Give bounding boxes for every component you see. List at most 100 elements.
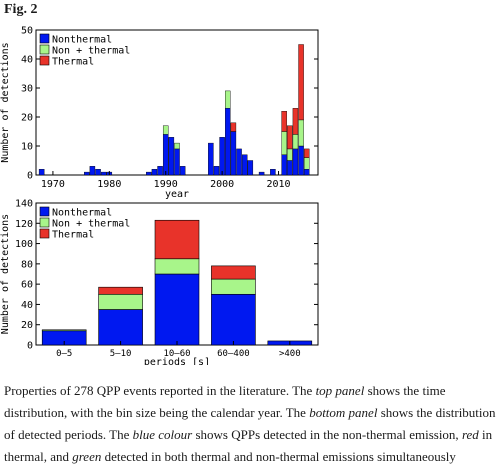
bottom-y-tick-label: 40 [21, 300, 33, 311]
top-x-tick-label: 1980 [97, 179, 121, 190]
top-bar-non-thermal-2013 [292, 134, 299, 150]
top-chart-year-distribution: 0 10 20 30 40 50 Number of detections 1970 1980 1… [0, 26, 319, 200]
bottom-x-tick-label: 10–60 [163, 349, 190, 359]
bottom-y-tick-label: 0 [27, 341, 33, 352]
top-bar-nonthermal-2003 [236, 148, 242, 176]
top-bar-non-thermal-2014 [298, 119, 304, 147]
top-legend-label: Nonthermal [52, 35, 112, 46]
top-x-tick-label: 1990 [154, 179, 178, 190]
figure-caption: Properties of 278 QPP events reported in… [4, 380, 496, 468]
top-bar-non-thermal-1990 [162, 125, 169, 135]
bottom-legend-label: Thermal [52, 230, 94, 241]
top-x-axis-label: year [165, 189, 189, 200]
top-legend-label: Non + thermal [52, 46, 130, 57]
top-bar-nonthermal-1968 [38, 168, 45, 176]
caption-emphasis-green: green [72, 449, 102, 464]
bottom-chart-period-distribution: 0 20 40 60 80 100 120 140 Number of detections 0–… [0, 199, 319, 365]
top-bar-nonthermal-2014 [298, 145, 304, 176]
top-bar-thermal-2012 [287, 125, 293, 150]
top-bar-nonthermal-1991 [168, 137, 175, 176]
top-bar-nonthermal-1988 [151, 168, 158, 176]
top-x-tick-label: 2010 [266, 179, 290, 190]
top-bar-nonthermal-1993 [179, 166, 186, 176]
bottom-bar-thermal-1 [98, 286, 143, 295]
bottom-y-axis-label: Number of detections [0, 214, 11, 334]
bottom-legend-label: Non + thermal [52, 219, 130, 230]
top-bar-non-thermal-2011 [281, 131, 287, 155]
top-bar-non-thermal-1992 [174, 142, 180, 150]
top-legend-label: Thermal [52, 57, 94, 68]
top-bar-nonthermal-1989 [157, 166, 163, 176]
top-bar-nonthermal-1978 [95, 168, 101, 176]
top-bar-nonthermal-1977 [89, 166, 96, 176]
top-legend-swatch [39, 33, 50, 44]
top-bar-thermal-2011 [281, 110, 287, 132]
top-legend-swatch [39, 55, 50, 66]
top-bar-non-thermal-2012 [287, 148, 293, 161]
bottom-legend-swatch [39, 228, 50, 239]
top-bar-nonthermal-1979 [100, 171, 107, 176]
caption-text: shows the distribution of detected perio… [4, 405, 496, 442]
bottom-y-tick-label: 100 [15, 239, 33, 250]
top-bar-nonthermal-2007 [258, 171, 265, 176]
top-bar-non-thermal-2015 [303, 157, 310, 170]
bottom-bar-thermal-3 [211, 265, 256, 280]
caption-text: shows QPPs detected in the non-thermal e… [192, 427, 462, 442]
bottom-bar-non-thermal-1 [98, 293, 143, 310]
top-y-axis-label: Number of detections [0, 42, 11, 162]
top-legend-swatch [39, 44, 50, 55]
top-bar-thermal-2002 [230, 122, 237, 132]
bottom-y-tick-label: 120 [15, 219, 33, 230]
bottom-y-tick-label: 20 [21, 320, 33, 331]
figure-label: Fig. 2 [4, 2, 38, 17]
top-bar-nonthermal-1992 [174, 148, 180, 176]
bottom-y-tick-label: 80 [21, 259, 33, 270]
bottom-legend-label: Nonthermal [52, 208, 112, 219]
top-y-tick-label: 30 [21, 84, 33, 95]
top-bar-nonthermal-1998 [208, 142, 214, 176]
bottom-x-tick-label: 0–5 [56, 349, 72, 359]
bottom-legend-swatch [39, 217, 50, 228]
bottom-bar-nonthermal-1 [98, 309, 143, 346]
top-bar-nonthermal-2001 [225, 108, 231, 176]
top-bar-non-thermal-2001 [225, 90, 231, 109]
top-y-tick-label: 0 [27, 171, 33, 182]
top-bar-nonthermal-2012 [287, 160, 293, 176]
top-y-tick-label: 50 [21, 26, 33, 37]
top-bar-nonthermal-2011 [281, 154, 287, 176]
top-bar-nonthermal-2009 [270, 168, 276, 176]
bottom-bar-nonthermal-3 [211, 293, 256, 346]
top-bar-nonthermal-1990 [162, 134, 169, 176]
caption-emphasis-top-panel: top panel [315, 383, 365, 398]
top-bar-thermal-2014 [298, 44, 304, 121]
bottom-legend-swatch [39, 206, 50, 217]
bottom-bar-non-thermal-0 [41, 329, 87, 332]
bottom-x-tick-label: >400 [279, 349, 301, 359]
bottom-x-tick-label: 5–10 [110, 349, 132, 359]
top-bar-nonthermal-2002 [230, 131, 237, 176]
bottom-bar-non-thermal-2 [154, 258, 200, 275]
top-bar-nonthermal-2000 [219, 137, 225, 176]
top-bar-nonthermal-1999 [213, 166, 220, 176]
top-bar-nonthermal-1976 [84, 171, 90, 176]
top-bar-nonthermal-2005 [247, 160, 254, 176]
bottom-bar-nonthermal-2 [154, 273, 200, 346]
bottom-x-tick-label: 60–400 [217, 349, 250, 359]
bottom-y-tick-label: 60 [21, 280, 33, 291]
bottom-bar-thermal-2 [154, 219, 200, 260]
bottom-bar-non-thermal-3 [211, 278, 256, 295]
top-x-tick-label: 2000 [210, 179, 234, 190]
caption-text: detected in both thermal and non-thermal… [101, 449, 456, 464]
top-bar-thermal-2015 [303, 148, 310, 158]
top-bar-nonthermal-2004 [241, 154, 248, 176]
top-y-tick-label: 10 [21, 142, 33, 153]
top-bar-nonthermal-2015 [303, 168, 310, 176]
caption-emphasis-blue-colour: blue colour [132, 427, 193, 442]
caption-emphasis-red: red [461, 427, 479, 442]
caption-text: Properties of 278 QPP events reported in… [4, 383, 316, 398]
top-y-tick-label: 40 [21, 55, 33, 66]
bottom-x-axis-label: periods [s] [144, 357, 210, 365]
top-bar-nonthermal-2013 [292, 148, 299, 176]
top-bar-nonthermal-1987 [146, 171, 152, 176]
top-y-tick-label: 20 [21, 113, 33, 124]
